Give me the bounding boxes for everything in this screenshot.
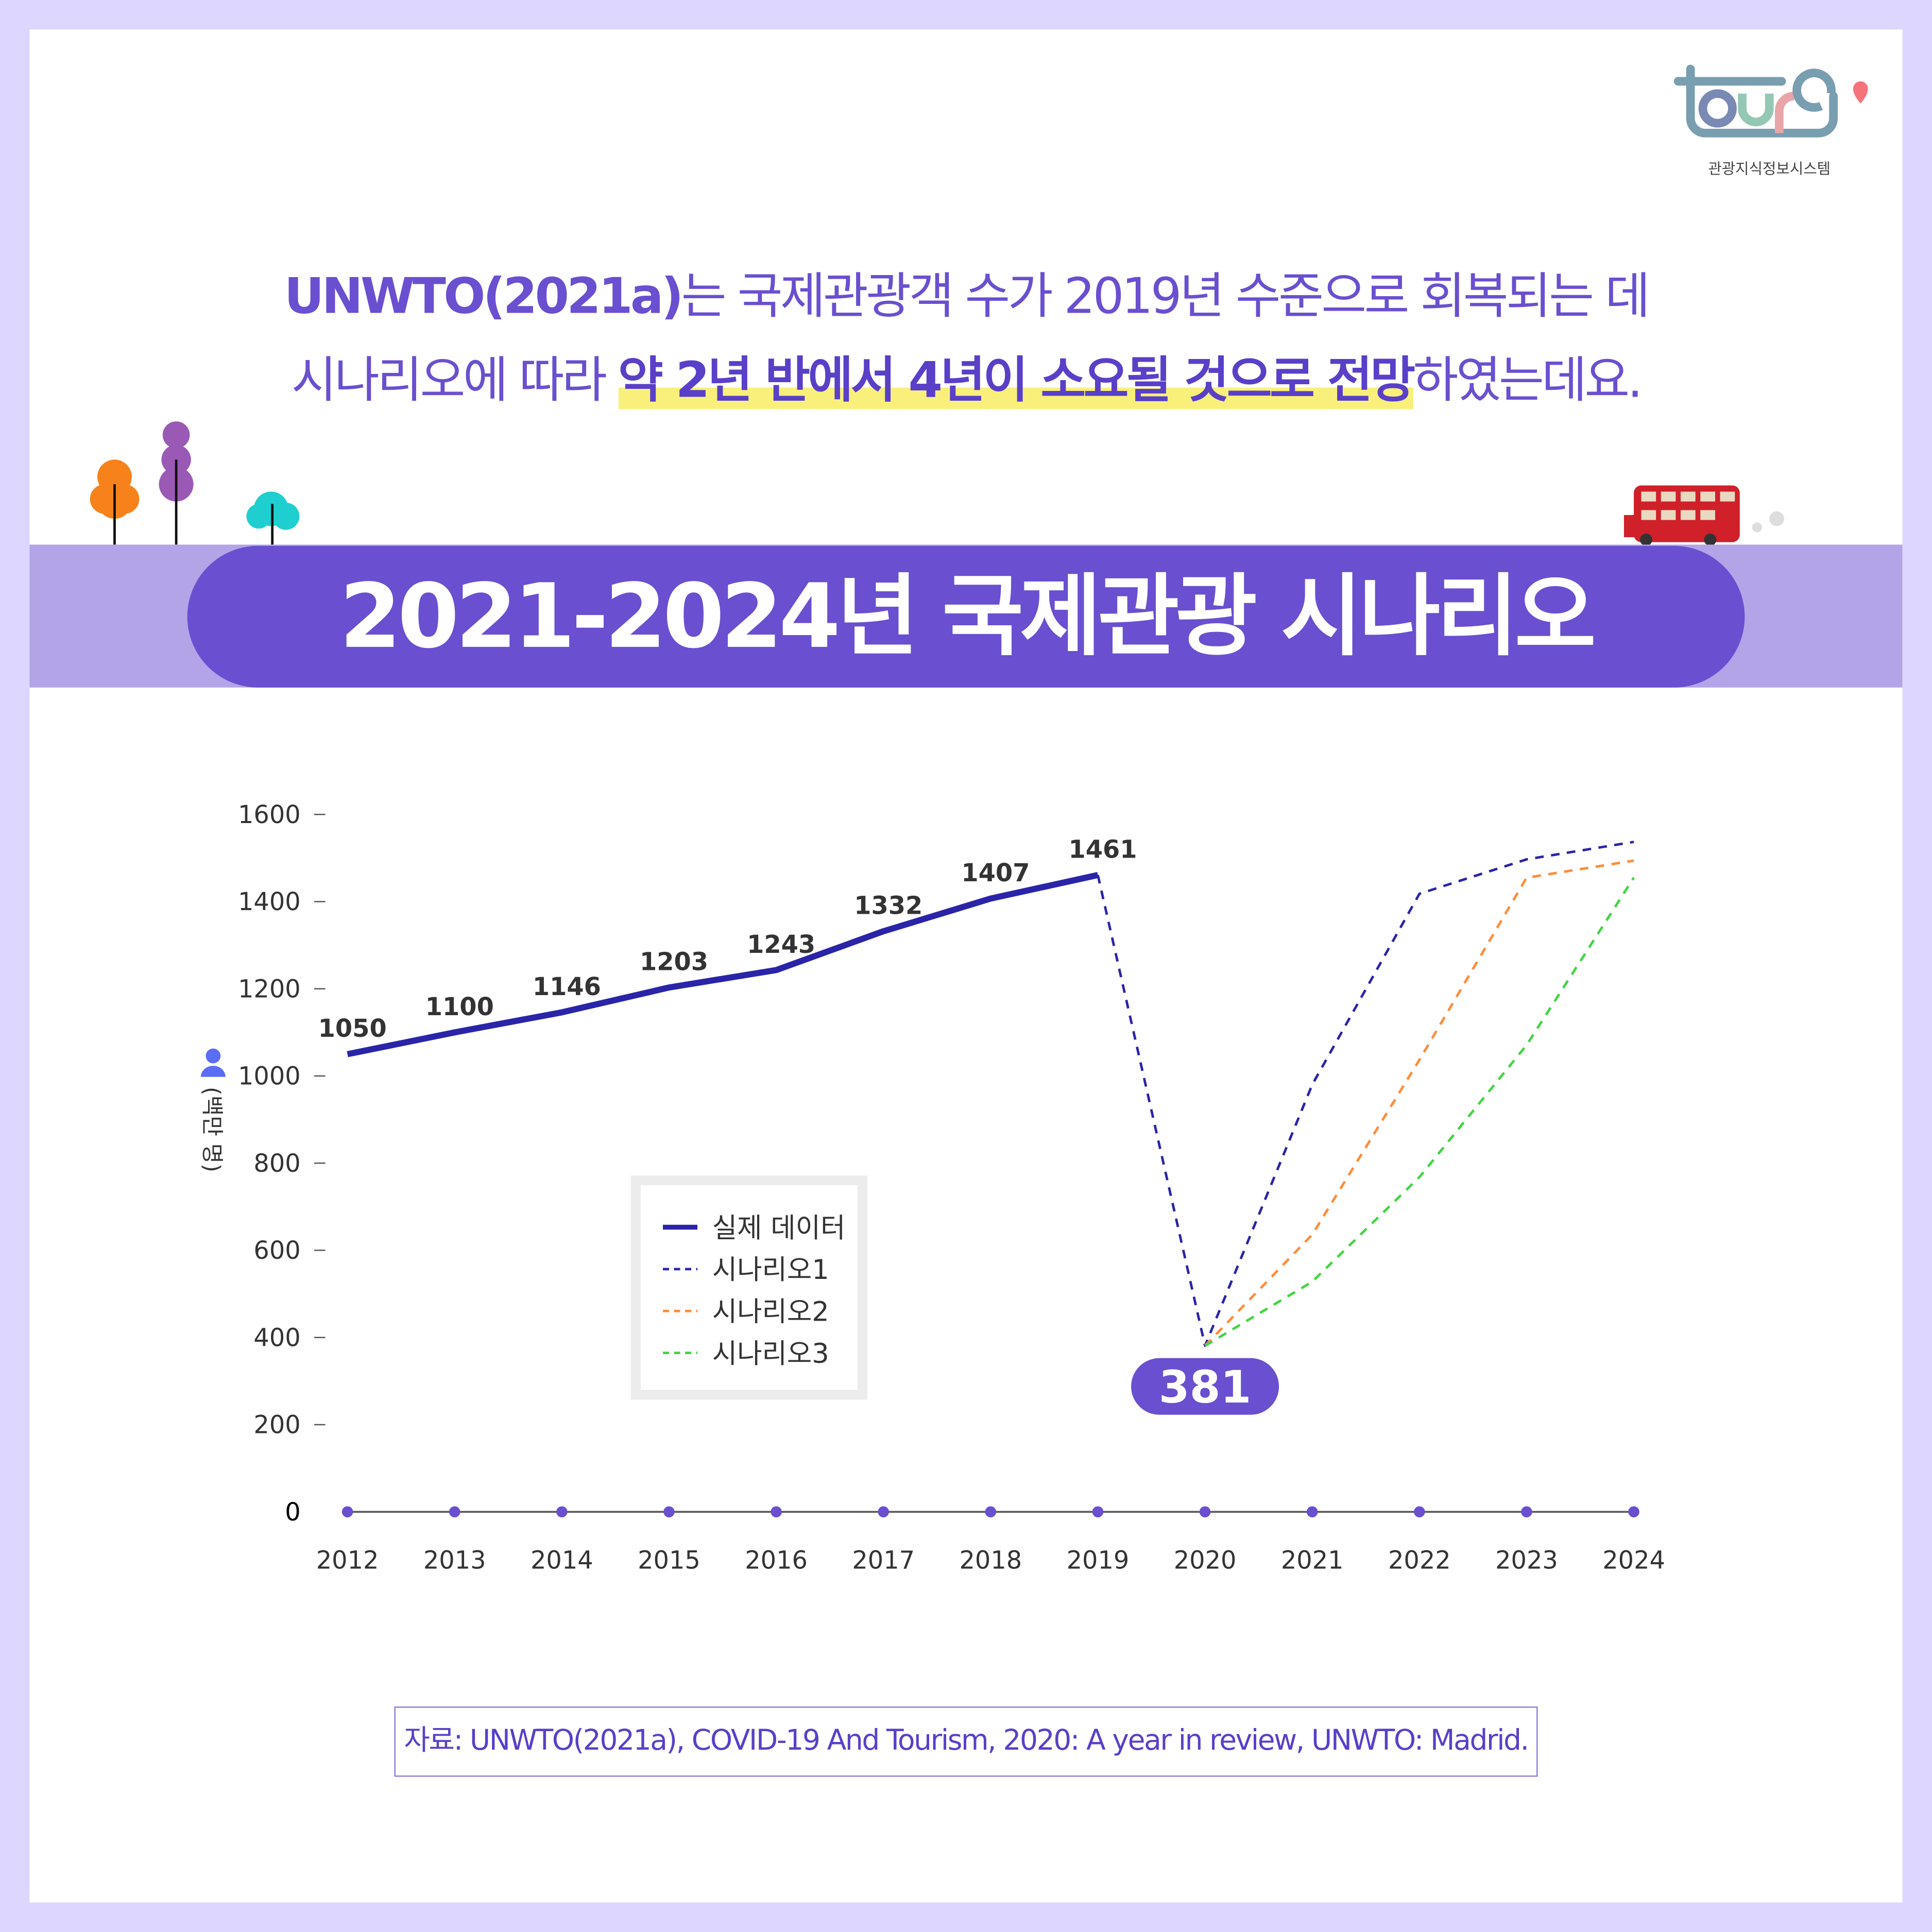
x-tick-label: 2021: [1281, 1546, 1344, 1575]
bus-icon: [1623, 485, 1784, 546]
x-tick-label: 2022: [1388, 1546, 1451, 1575]
x-axis-point: [449, 1506, 460, 1518]
x-axis-point: [663, 1506, 675, 1518]
x-tick-label: 2014: [531, 1546, 593, 1575]
data-label: 1332: [854, 892, 922, 920]
x-axis-point: [771, 1506, 782, 1518]
x-tick-label: 2015: [638, 1546, 700, 1575]
data-label: 1461: [1068, 835, 1137, 864]
x-axis-point: [1521, 1506, 1532, 1518]
x-tick-label: 2017: [852, 1546, 915, 1575]
legend-label: 시나리오3: [712, 1338, 829, 1370]
legend-label: 시나리오2: [712, 1296, 829, 1327]
legend-label: 시나리오1: [712, 1254, 829, 1286]
headline-text: 는 국제관광객 수가 2019년 수준으로 회복되는 데: [681, 268, 1650, 326]
x-tick-label: 2023: [1495, 1546, 1558, 1575]
y-axis-label: (백만 명): [199, 1087, 225, 1172]
x-tick-label: 2013: [423, 1546, 486, 1575]
y-tick-label: 1400: [238, 888, 301, 916]
x-axis-point: [1414, 1506, 1425, 1518]
x-axis-point: [556, 1506, 568, 1518]
series-line-2: [1204, 859, 1634, 1347]
y-tick-label: 1200: [238, 976, 301, 1004]
data-label: 1407: [961, 859, 1030, 887]
headline-text: 하였는데요.: [1413, 352, 1643, 409]
y-tick-label: 400: [253, 1324, 300, 1353]
data-label: 1146: [533, 973, 601, 1001]
series-line-3: [1204, 877, 1635, 1347]
legend-label: 실제 데이터: [712, 1212, 846, 1244]
headline-line-2: 시나리오에 따라 약 2년 반에서 4년이 소요될 것으로 전망하였는데요.: [0, 340, 1932, 412]
person-icon: [206, 1048, 221, 1064]
headline-text: 시나리오에 따라: [291, 352, 618, 409]
person-icon-body: [200, 1066, 226, 1077]
annotation-badge: [1131, 1358, 1279, 1415]
x-axis-point: [341, 1506, 353, 1518]
y-tick-label: 600: [253, 1237, 300, 1265]
headline-bold: UNWTO(2021a): [284, 268, 684, 326]
x-tick-label: 2012: [316, 1546, 379, 1575]
x-axis-point: [1199, 1506, 1211, 1518]
x-tick-label: 2018: [959, 1546, 1022, 1575]
annotation-label: 381: [1159, 1362, 1252, 1413]
y-tick-label: 1000: [238, 1063, 301, 1091]
data-label: 1203: [640, 948, 708, 977]
x-tick-label: 2019: [1067, 1546, 1130, 1575]
tourg-logo-icon: [1673, 64, 1868, 138]
x-axis-point: [1306, 1506, 1318, 1518]
banner-title: 2021-2024년 국제관광 시나리오: [187, 545, 1745, 688]
x-axis-point: [878, 1506, 889, 1518]
y-tick-label: 1600: [238, 801, 301, 829]
x-tick-label: 2024: [1602, 1546, 1665, 1575]
series-line-1: [1097, 841, 1634, 1347]
y-tick-label: 200: [253, 1411, 300, 1440]
series-line-0: [347, 872, 1099, 1057]
legend-box: [630, 1175, 868, 1400]
x-tick-label: 2016: [745, 1546, 808, 1575]
trees-icon: [90, 421, 300, 545]
headline-highlight: 약 2년 반에서 4년이 소요될 것으로 전망: [618, 352, 1415, 409]
data-label: 1243: [747, 931, 815, 959]
data-label: 1050: [318, 1015, 387, 1043]
line-chart: 0 200 400 600 800 1000 1200 1400 1600 2012 2013 201…: [199, 801, 1665, 1575]
x-axis-point: [985, 1506, 997, 1518]
x-axis-point: [1092, 1506, 1104, 1518]
headline-line-1: UNWTO(2021a)는 국제관광객 수가 2019년 수준으로 회복되는 데: [0, 257, 1932, 328]
source-citation: 자료: UNWTO(2021a), COVID-19 And Tourism, …: [394, 1706, 1538, 1777]
logo: 관광지식정보시스템: [1671, 64, 1868, 178]
data-label: 1100: [425, 993, 494, 1021]
logo-subtitle: 관광지식정보시스템: [1708, 160, 1831, 178]
x-tick-label: 2020: [1174, 1546, 1237, 1575]
y-tick-label: 800: [253, 1150, 300, 1178]
card: [29, 29, 1903, 1903]
x-axis-point: [1628, 1506, 1639, 1518]
y-tick-label: 0: [285, 1498, 300, 1527]
